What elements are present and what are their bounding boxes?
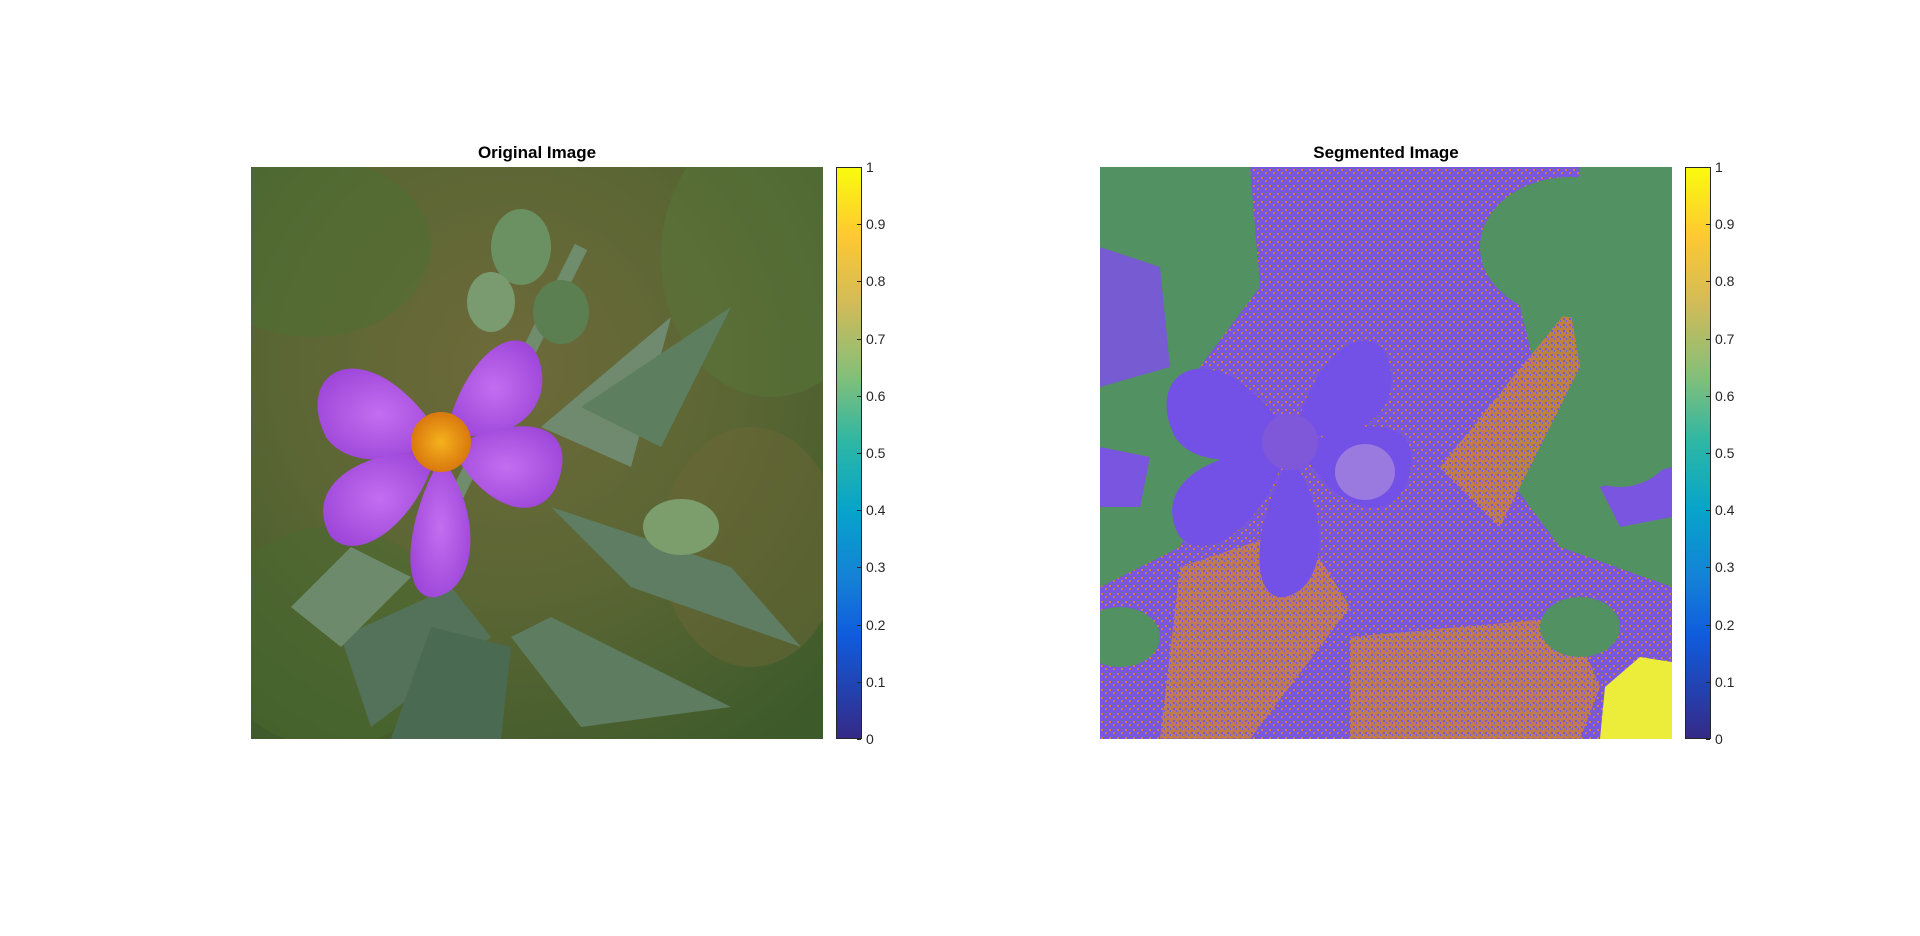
original-colorbar-tick-label: 0.9 [866, 216, 886, 232]
original-colorbar-tick-label: 0.5 [866, 445, 886, 461]
flower-photo [251, 167, 823, 739]
segmented-image [1100, 167, 1672, 739]
segmented-colorbar-tickmark [1706, 281, 1710, 282]
original-colorbar-tickmark [857, 682, 861, 683]
segmented-colorbar-tick-label: 0.2 [1715, 617, 1735, 633]
segmented-colorbar-tick-label: 0.5 [1715, 445, 1735, 461]
original-colorbar-tick-label: 0.4 [866, 502, 886, 518]
segmented-colorbar-tickmark [1706, 567, 1710, 568]
original-colorbar-tick-label: 0.6 [866, 388, 886, 404]
segmented-colorbar-tickmark [1706, 396, 1710, 397]
original-image-title: Original Image [477, 143, 597, 162]
segmented-colorbar-tick-label: 0.3 [1715, 559, 1735, 575]
segmented-colorbar-tickmark [1706, 167, 1710, 168]
original-colorbar-tickmark [857, 510, 861, 511]
original-colorbar-tickmark [857, 739, 861, 740]
segmented-colorbar-tick-label: 0.9 [1715, 216, 1735, 232]
original-colorbar-tickmark [857, 567, 861, 568]
segmented-colorbar-tickmark [1706, 739, 1710, 740]
original-colorbar-tick-label: 0.1 [866, 674, 886, 690]
original-colorbar-tickmark [857, 453, 861, 454]
segmented-colorbar-tick-label: 0.4 [1715, 502, 1735, 518]
segmented-image-title: Segmented Image [1313, 143, 1459, 162]
original-colorbar-tickmark [857, 396, 861, 397]
segmented-colorbar-tick-label: 0.6 [1715, 388, 1735, 404]
segmented-colorbar-tick-label: 0.1 [1715, 674, 1735, 690]
original-colorbar-tick-label: 0.3 [866, 559, 886, 575]
segmented-colorbar-tickmark [1706, 625, 1710, 626]
original-colorbar-tickmark [857, 224, 861, 225]
segmented-colorbar-tickmark [1706, 224, 1710, 225]
original-colorbar-tick-label: 0.7 [866, 331, 886, 347]
segmented-colorbar-tick-label: 0.8 [1715, 273, 1735, 289]
segmented-colorbar-tickmark [1706, 453, 1710, 454]
segmented-colorbar-tick-label: 0.7 [1715, 331, 1735, 347]
original-image [251, 167, 823, 739]
original-colorbar-tickmark [857, 281, 861, 282]
original-colorbar-tick-label: 1 [866, 159, 874, 175]
segmented-colorbar-tickmark [1706, 682, 1710, 683]
original-colorbar-tickmark [857, 625, 861, 626]
segmented-colorbar-tickmark [1706, 339, 1710, 340]
segmented-colorbar-tick-label: 0 [1715, 731, 1723, 747]
segmentation-map [1100, 167, 1672, 739]
segmented-colorbar-tick-label: 1 [1715, 159, 1723, 175]
original-colorbar-tick-label: 0.8 [866, 273, 886, 289]
original-colorbar-tickmark [857, 339, 861, 340]
original-colorbar-tickmark [857, 167, 861, 168]
segmented-colorbar-tickmark [1706, 510, 1710, 511]
original-colorbar-tick-label: 0.2 [866, 617, 886, 633]
original-colorbar-tick-label: 0 [866, 731, 874, 747]
